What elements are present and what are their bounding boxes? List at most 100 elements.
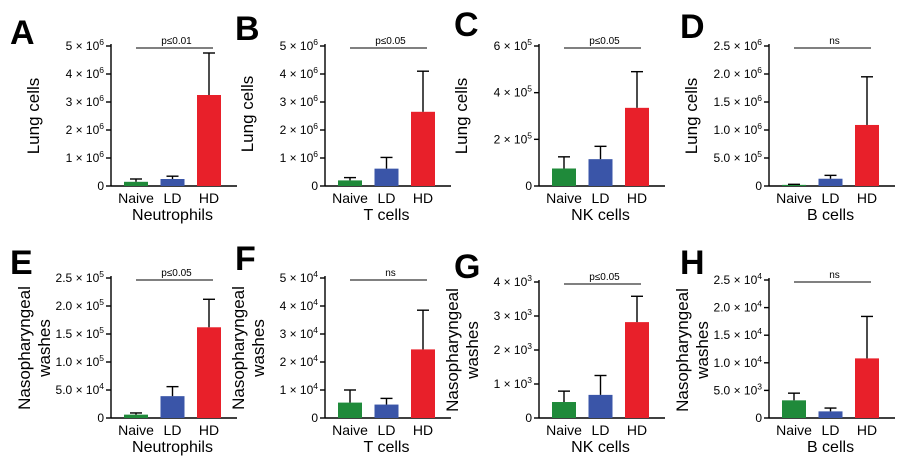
y-tick-exponent: 6 bbox=[99, 121, 104, 131]
y-axis-label: Lung cells bbox=[452, 78, 471, 155]
y-tick-exponent: 6 bbox=[99, 149, 104, 159]
y-tick-label: 3 × 106 bbox=[280, 93, 319, 109]
bar-ld bbox=[374, 168, 399, 186]
y-axis-label-line: Nasopharyngeal bbox=[15, 286, 34, 410]
y-axis-label: Lung cells bbox=[682, 78, 701, 155]
y-tick-label: 5.0 × 105 bbox=[714, 149, 763, 165]
bar-naive bbox=[124, 414, 148, 418]
bar-ld bbox=[160, 396, 185, 418]
y-tick-exponent: 3 bbox=[527, 273, 532, 283]
category-label: LD bbox=[822, 190, 840, 206]
y-tick-label: 5.0 × 103 bbox=[714, 381, 763, 397]
y-tick-base: 2.5 × 10 bbox=[56, 271, 100, 285]
y-tick-exponent: 5 bbox=[99, 353, 104, 363]
bar-ld bbox=[818, 178, 843, 186]
y-tick-base: 1.5 × 10 bbox=[714, 95, 758, 109]
panel-letter: A bbox=[10, 14, 35, 52]
y-tick-label: 2.5 × 106 bbox=[714, 37, 763, 53]
y-tick-base: 1 × 10 bbox=[280, 383, 314, 397]
bar-ld bbox=[818, 411, 843, 418]
y-tick-base: 4 × 10 bbox=[494, 275, 528, 289]
y-axis-label-line: washes bbox=[463, 321, 482, 380]
category-label: HD bbox=[199, 190, 219, 206]
x-axis-label: B cells bbox=[807, 439, 854, 456]
bar-ld bbox=[588, 394, 613, 418]
y-tick-label: 0 bbox=[755, 179, 762, 193]
y-tick-label: 1.0 × 105 bbox=[56, 353, 105, 369]
y-tick-exponent: 3 bbox=[527, 375, 532, 385]
y-tick-label: 6 × 105 bbox=[494, 37, 533, 53]
panel-letter: E bbox=[10, 244, 33, 282]
category-label: HD bbox=[627, 190, 647, 206]
y-tick-exponent: 4 bbox=[313, 269, 318, 279]
category-label: Naive bbox=[332, 422, 368, 438]
y-tick-base: 1.0 × 10 bbox=[714, 356, 758, 370]
y-tick-label: 2.0 × 105 bbox=[56, 297, 105, 313]
category-label: Naive bbox=[546, 190, 582, 206]
significance-label: p≤0.05 bbox=[375, 36, 406, 47]
category-label: HD bbox=[413, 190, 433, 206]
y-tick-base: 1 × 10 bbox=[66, 151, 100, 165]
y-axis-label-line: Nasopharyngeal bbox=[673, 288, 692, 412]
y-tick-base: 3 × 10 bbox=[66, 95, 100, 109]
y-tick-label: 4 × 106 bbox=[66, 65, 105, 81]
y-axis-label: Nasopharyngealwashes bbox=[229, 286, 268, 410]
y-tick-exponent: 4 bbox=[99, 381, 104, 391]
category-label: LD bbox=[378, 190, 396, 206]
y-tick-exponent: 4 bbox=[757, 271, 762, 281]
y-tick-label: 1 × 106 bbox=[280, 149, 319, 165]
y-axis-label: Lung cells bbox=[24, 78, 43, 155]
y-tick-label: 4 × 106 bbox=[280, 65, 319, 81]
y-tick-base: 2 × 10 bbox=[280, 355, 314, 369]
y-tick-exponent: 5 bbox=[99, 297, 104, 307]
significance-label: p≤0.01 bbox=[161, 36, 192, 47]
bar-naive bbox=[338, 180, 362, 186]
y-tick-label: 0 bbox=[97, 411, 104, 425]
y-tick-exponent: 4 bbox=[313, 381, 318, 391]
category-label: LD bbox=[164, 190, 182, 206]
y-tick-exponent: 5 bbox=[527, 130, 532, 140]
y-tick-label: 5.0 × 104 bbox=[56, 381, 105, 397]
y-tick-base: 1.5 × 10 bbox=[56, 327, 100, 341]
bar-hd bbox=[197, 95, 221, 186]
y-tick-label: 2 × 106 bbox=[66, 121, 105, 137]
y-tick-base: 4 × 10 bbox=[494, 86, 528, 100]
y-axis-label-line: Nasopharyngeal bbox=[443, 288, 462, 412]
y-axis-label: Nasopharyngealwashes bbox=[15, 286, 54, 410]
y-tick-label: 1 × 104 bbox=[280, 381, 319, 397]
y-axis-label-line: washes bbox=[35, 319, 54, 378]
y-tick-exponent: 5 bbox=[99, 269, 104, 279]
y-axis-label: Nasopharyngealwashes bbox=[443, 288, 482, 412]
y-tick-exponent: 5 bbox=[99, 325, 104, 335]
y-tick-exponent: 6 bbox=[313, 121, 318, 131]
category-label: LD bbox=[592, 422, 610, 438]
y-tick-base: 2.0 × 10 bbox=[714, 301, 758, 315]
y-tick-label: 0 bbox=[525, 179, 532, 193]
y-axis-label-line: washes bbox=[249, 319, 268, 378]
y-tick-exponent: 4 bbox=[757, 354, 762, 364]
category-label: HD bbox=[857, 422, 877, 438]
y-tick-label: 5 × 106 bbox=[280, 37, 319, 53]
y-axis-label: Nasopharyngealwashes bbox=[673, 288, 712, 412]
y-tick-base: 4 × 10 bbox=[280, 67, 314, 81]
y-tick-base: 5 × 10 bbox=[280, 39, 314, 53]
panel-letter: G bbox=[454, 248, 480, 286]
y-tick-label: 4 × 105 bbox=[494, 84, 533, 100]
y-tick-label: 1.0 × 104 bbox=[714, 354, 763, 370]
x-axis-label: NK cells bbox=[571, 207, 630, 224]
y-tick-exponent: 6 bbox=[313, 149, 318, 159]
y-tick-label: 1 × 106 bbox=[66, 149, 105, 165]
significance-label: p≤0.05 bbox=[589, 272, 620, 283]
y-tick-label: 2 × 104 bbox=[280, 353, 319, 369]
y-tick-base: 3 × 10 bbox=[494, 309, 528, 323]
y-tick-label: 5 × 106 bbox=[66, 37, 105, 53]
y-tick-label: 3 × 103 bbox=[494, 307, 533, 323]
y-tick-base: 1.0 × 10 bbox=[714, 123, 758, 137]
bar-hd bbox=[411, 349, 435, 418]
